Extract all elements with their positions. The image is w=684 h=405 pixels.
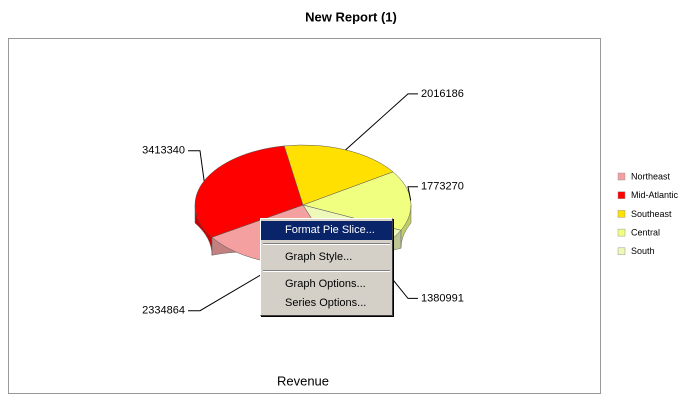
menu-item[interactable]: Graph Style... [285, 251, 353, 263]
legend-label: South [631, 246, 655, 256]
legend-swatch [617, 172, 626, 181]
leader-line [407, 186, 418, 201]
data-label: 2334864 [142, 305, 185, 317]
menu-item[interactable]: Series Options... [285, 297, 367, 309]
leader-line [188, 150, 205, 181]
legend-swatch [617, 191, 626, 199]
legend-swatch [617, 247, 626, 256]
x-axis-label: Revenue [277, 373, 329, 388]
menu-item[interactable]: Graph Options... [285, 278, 366, 290]
menu-separator [263, 270, 390, 272]
leader-line [345, 93, 418, 151]
menu-separator [263, 243, 390, 245]
menu-item[interactable]: Format Pie Slice... [261, 221, 392, 240]
legend-swatch [617, 210, 626, 218]
pie-slice [194, 145, 304, 238]
legend-swatch [617, 228, 626, 237]
legend-label: Mid-Atlantic [631, 190, 679, 200]
legend-label: Southeast [631, 209, 672, 219]
data-label: 1773270 [421, 181, 464, 193]
leader-line [188, 270, 269, 312]
legend-label: Northeast [631, 171, 671, 181]
chart-title: New Report (1) [305, 9, 397, 24]
context-menu: Format Pie Slice... Graph Style... Graph… [260, 218, 393, 316]
data-label: 1380991 [421, 292, 464, 304]
pie-slice [283, 144, 394, 206]
data-label: 3413340 [142, 145, 185, 157]
data-label: 2016186 [421, 88, 464, 100]
legend-label: Central [631, 227, 660, 237]
